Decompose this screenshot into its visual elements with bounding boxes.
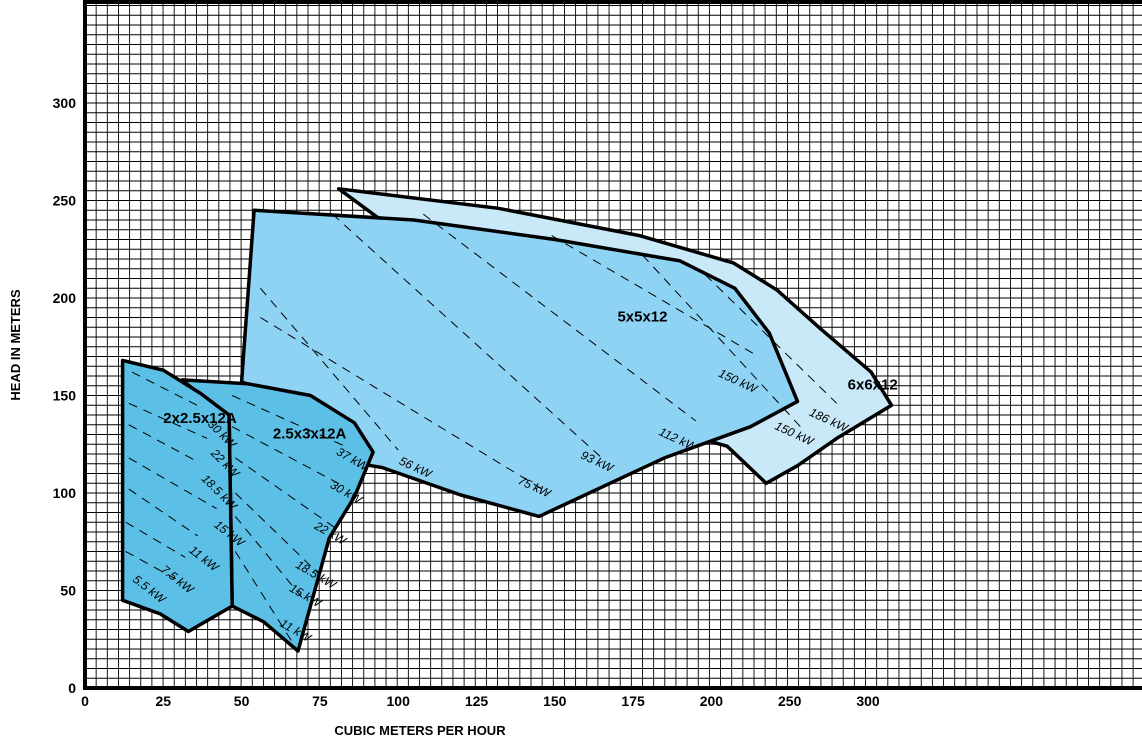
pump-regions (120, 187, 894, 653)
power-line-0 (125, 551, 180, 582)
power-line-5 (128, 402, 208, 439)
power-line-7 (234, 551, 293, 642)
x-axis-label: CUBIC METERS PER HOUR (334, 723, 506, 738)
region-2x2.5x12A (120, 358, 234, 634)
y-tick-4: 200 (53, 290, 77, 306)
y-tick-6: 300 (53, 95, 77, 111)
power-line-15 (332, 213, 603, 459)
region-label-2.5x3x12A: 2.5x3x12A (273, 425, 347, 442)
x-tick-2: 50 (234, 693, 250, 709)
x-tick-3: 75 (312, 693, 328, 709)
y-tick-labels: 0 50 100 150 200 250 300 (53, 95, 77, 696)
power-line-10 (235, 457, 336, 529)
x-tick-4: 100 (387, 693, 411, 709)
x-tick-labels: 0 25 50 75 100 125 150 175 200 250 300 (81, 693, 880, 709)
power-line-11 (231, 426, 343, 486)
power-line-17 (551, 235, 759, 357)
x-tick-5: 125 (465, 693, 489, 709)
power-line-6 (131, 371, 202, 408)
x-tick-6: 150 (543, 693, 567, 709)
y-tick-3: 150 (53, 388, 77, 404)
x-tick-8: 200 (700, 693, 724, 709)
power-line-12 (231, 395, 346, 447)
x-tick-7: 175 (621, 693, 645, 709)
power-line-1 (125, 521, 186, 558)
x-tick-9: 250 (778, 693, 802, 709)
power-line-18 (642, 254, 803, 429)
pump-region-labels: 6x6x12 5x5x12 2.5x3x12A 2x2.5x12A (163, 308, 897, 442)
power-line-2 (128, 488, 199, 537)
region-label-5x5x12: 5x5x12 (617, 308, 667, 325)
x-tick-1: 25 (156, 693, 172, 709)
power-line-3 (128, 457, 217, 510)
y-tick-1: 50 (60, 583, 76, 599)
region-label-2x2.5x12A: 2x2.5x12A (163, 410, 237, 427)
y-axis-label: HEAD IN METERS (8, 289, 23, 401)
plot-frame (83, 0, 1142, 690)
y-tick-0: 0 (68, 680, 76, 696)
region-label-6x6x12: 6x6x12 (848, 377, 898, 394)
x-tick-10: 300 (856, 693, 880, 709)
power-line-9 (234, 492, 321, 576)
y-tick-2: 100 (53, 485, 77, 501)
power-line-13 (260, 287, 399, 451)
power-line-8 (234, 516, 305, 601)
power-line-14 (260, 317, 549, 494)
y-tick-5: 250 (53, 193, 77, 209)
x-tick-0: 0 (81, 693, 89, 709)
power-line-4 (128, 424, 198, 463)
